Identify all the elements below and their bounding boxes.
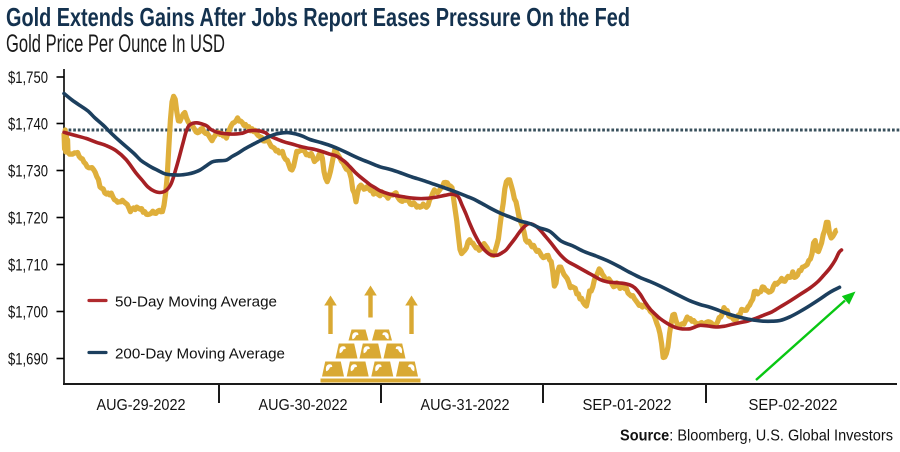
svg-text:AUG-29-2022: AUG-29-2022 bbox=[97, 397, 186, 414]
svg-text:AUG-31-2022: AUG-31-2022 bbox=[421, 397, 510, 414]
svg-text:$1,690: $1,690 bbox=[8, 351, 48, 369]
svg-text:SEP-02-2022: SEP-02-2022 bbox=[749, 397, 838, 414]
svg-text:50-Day Moving Average: 50-Day Moving Average bbox=[115, 294, 277, 311]
svg-text:Gold Price Per Ounce In USD: Gold Price Per Ounce In USD bbox=[6, 30, 225, 58]
svg-text:$1,720: $1,720 bbox=[8, 210, 48, 228]
svg-text:Source: Bloomberg, U.S. Global: Source: Bloomberg, U.S. Global Investors bbox=[620, 427, 893, 444]
svg-text:AUG-30-2022: AUG-30-2022 bbox=[259, 397, 348, 414]
svg-text:$1,700: $1,700 bbox=[8, 304, 48, 322]
svg-text:SEP-01-2022: SEP-01-2022 bbox=[583, 397, 672, 414]
svg-text:$1,750: $1,750 bbox=[8, 69, 48, 87]
svg-text:200-Day Moving Average: 200-Day Moving Average bbox=[115, 346, 285, 363]
svg-text:$1,730: $1,730 bbox=[8, 163, 48, 181]
svg-text:Gold Extends Gains After Jobs: Gold Extends Gains After Jobs Report Eas… bbox=[6, 2, 630, 32]
svg-text:$1,740: $1,740 bbox=[8, 116, 48, 134]
svg-text:$1,710: $1,710 bbox=[8, 257, 48, 275]
